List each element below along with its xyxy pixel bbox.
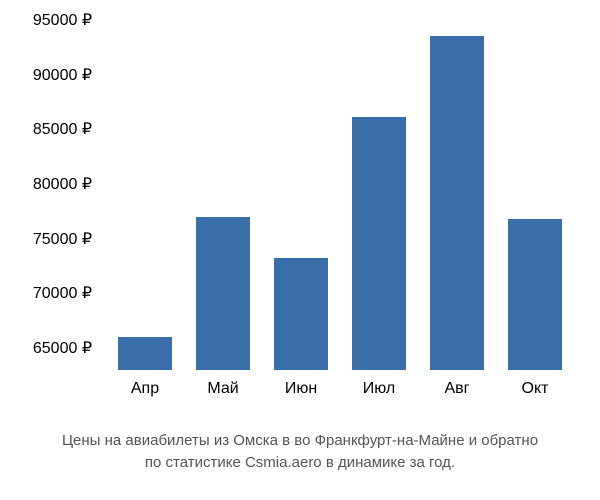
bars-container bbox=[100, 20, 580, 370]
bar bbox=[196, 217, 249, 370]
y-tick: 95000 ₽ bbox=[33, 10, 92, 30]
bar-slot bbox=[418, 20, 496, 370]
bar-slot bbox=[184, 20, 262, 370]
bar bbox=[274, 258, 327, 370]
caption-line-2: по статистике Csmia.aero в динамике за г… bbox=[10, 452, 590, 474]
y-tick: 85000 ₽ bbox=[33, 119, 92, 139]
y-tick: 65000 ₽ bbox=[33, 338, 92, 358]
x-tick: Июн bbox=[262, 372, 340, 412]
chart-caption: Цены на авиабилеты из Омска в во Франкфу… bbox=[0, 430, 600, 474]
price-chart: 65000 ₽ 70000 ₽ 75000 ₽ 80000 ₽ 85000 ₽ 90000… bbox=[0, 0, 600, 420]
y-tick: 70000 ₽ bbox=[33, 283, 92, 303]
bar-slot bbox=[106, 20, 184, 370]
x-tick: Авг bbox=[418, 372, 496, 412]
bar-slot bbox=[496, 20, 574, 370]
bar-slot bbox=[340, 20, 418, 370]
bar bbox=[118, 337, 171, 370]
y-tick: 80000 ₽ bbox=[33, 174, 92, 194]
bar bbox=[508, 219, 561, 370]
x-tick: Май bbox=[184, 372, 262, 412]
y-axis: 65000 ₽ 70000 ₽ 75000 ₽ 80000 ₽ 85000 ₽ 90000… bbox=[0, 20, 100, 370]
x-tick: Июл bbox=[340, 372, 418, 412]
x-tick: Апр bbox=[106, 372, 184, 412]
bar-slot bbox=[262, 20, 340, 370]
x-tick: Окт bbox=[496, 372, 574, 412]
bar bbox=[352, 117, 405, 370]
bar bbox=[430, 36, 483, 370]
caption-line-1: Цены на авиабилеты из Омска в во Франкфу… bbox=[10, 430, 590, 452]
y-tick: 90000 ₽ bbox=[33, 65, 92, 85]
x-axis: АпрМайИюнИюлАвгОкт bbox=[100, 372, 580, 412]
y-tick: 75000 ₽ bbox=[33, 229, 92, 249]
plot-area bbox=[100, 20, 580, 370]
